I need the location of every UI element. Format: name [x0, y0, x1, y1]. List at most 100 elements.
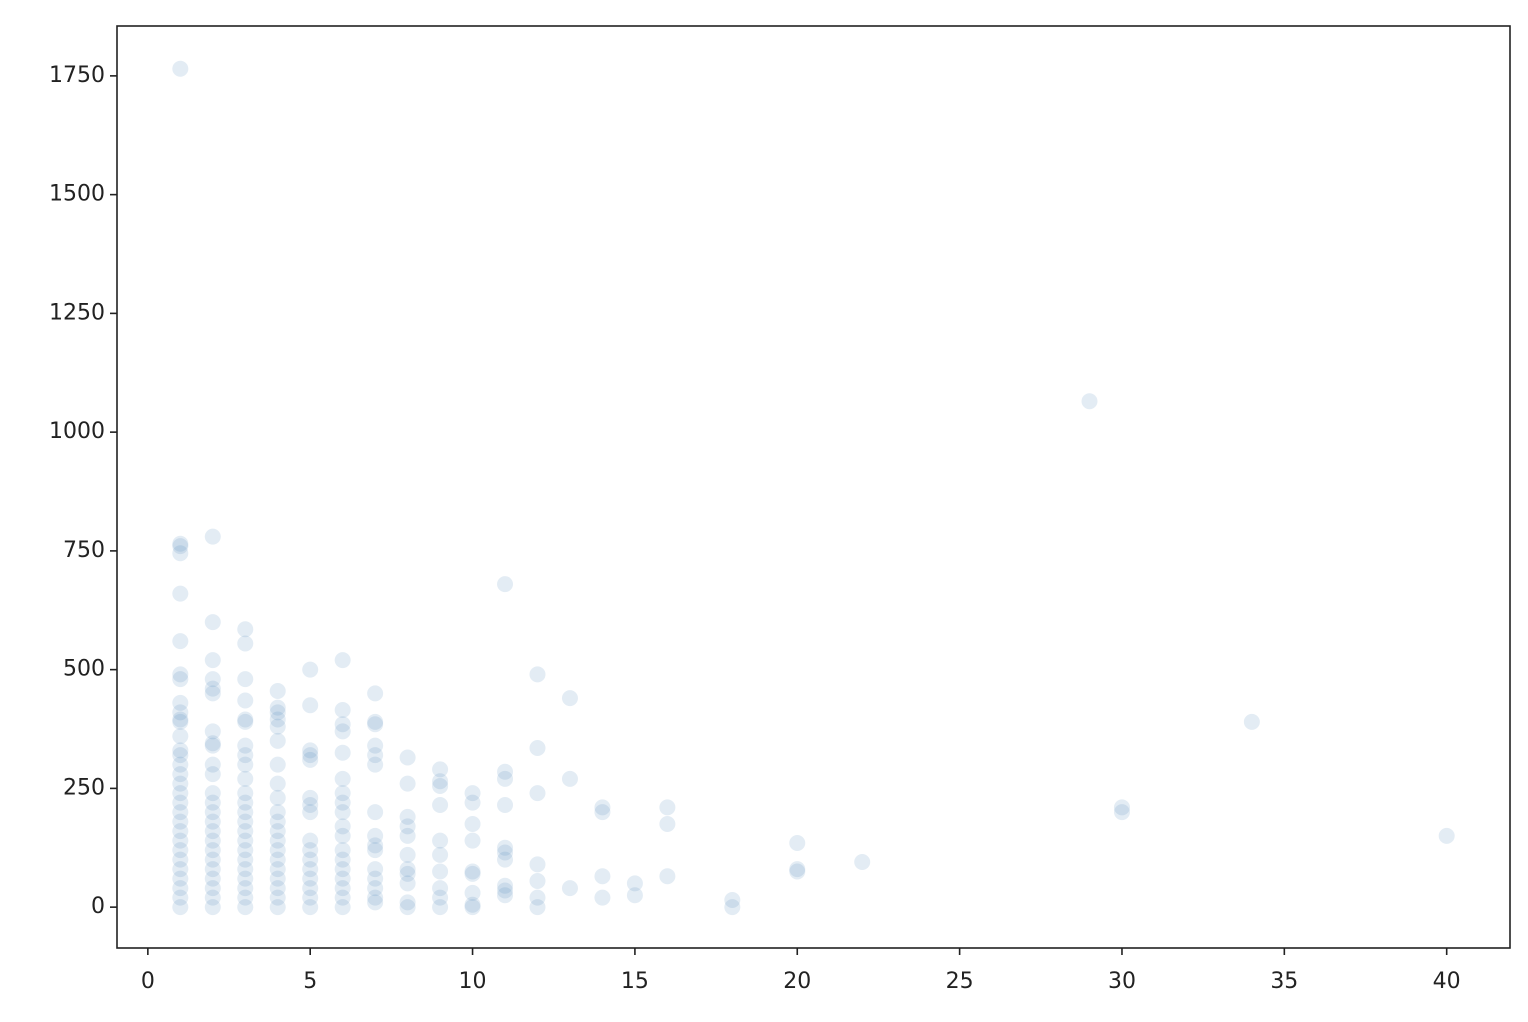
point: [269, 832, 286, 849]
point: [237, 794, 254, 811]
x-tick-label: 0: [141, 969, 155, 994]
point: [334, 785, 351, 802]
point: [302, 742, 319, 759]
y-tick-label: 750: [63, 538, 105, 563]
point: [172, 666, 189, 683]
point: [237, 870, 254, 887]
point: [172, 851, 189, 868]
point: [302, 697, 319, 714]
point: [237, 756, 254, 773]
point: [237, 813, 254, 830]
x-tick-label: 25: [946, 969, 974, 994]
point: [497, 763, 514, 780]
point: [529, 899, 546, 916]
point: [302, 797, 319, 814]
point: [464, 865, 481, 882]
x-tick-label: 40: [1433, 969, 1461, 994]
point: [626, 887, 643, 904]
point: [237, 842, 254, 859]
point: [172, 794, 189, 811]
point: [269, 732, 286, 749]
point: [334, 723, 351, 740]
point: [204, 756, 221, 773]
point: [594, 868, 611, 885]
point: [237, 832, 254, 849]
point: [464, 899, 481, 916]
point: [432, 880, 449, 897]
x-tick-label: 5: [303, 969, 317, 994]
point: [302, 870, 319, 887]
x-tick-label: 10: [459, 969, 487, 994]
point: [302, 880, 319, 897]
point: [497, 887, 514, 904]
x-tick-label: 15: [621, 969, 649, 994]
point: [334, 804, 351, 821]
point: [432, 797, 449, 814]
y-tick-label: 1000: [49, 419, 105, 444]
point: [464, 896, 481, 913]
point: [367, 756, 384, 773]
point: [399, 846, 416, 863]
point: [204, 614, 221, 631]
point: [1438, 827, 1455, 844]
point: [204, 804, 221, 821]
point: [204, 851, 221, 868]
point: [561, 690, 578, 707]
point: [334, 851, 351, 868]
y-tick-label: 1250: [49, 300, 105, 325]
point: [367, 842, 384, 859]
point: [464, 785, 481, 802]
point: [497, 851, 514, 868]
point: [269, 880, 286, 897]
point: [399, 865, 416, 882]
point: [204, 813, 221, 830]
point: [172, 823, 189, 840]
point: [334, 842, 351, 859]
point: [172, 545, 189, 562]
point: [172, 880, 189, 897]
point: [237, 737, 254, 754]
point: [172, 813, 189, 830]
point: [204, 861, 221, 878]
point: [789, 863, 806, 880]
point: [172, 832, 189, 849]
point: [269, 889, 286, 906]
y-tick-label: 1750: [49, 63, 105, 88]
plot-area: [172, 60, 1455, 916]
point: [269, 683, 286, 700]
point: [269, 851, 286, 868]
point: [594, 889, 611, 906]
point: [302, 661, 319, 678]
y-tick-label: 1500: [49, 182, 105, 207]
point: [204, 685, 221, 702]
point: [432, 832, 449, 849]
point: [204, 870, 221, 887]
point: [399, 894, 416, 911]
point: [334, 652, 351, 669]
point: [334, 899, 351, 916]
y-tick-label: 500: [63, 657, 105, 682]
point: [367, 685, 384, 702]
point: [1113, 799, 1130, 816]
point: [172, 861, 189, 878]
point: [172, 711, 189, 728]
point: [172, 633, 189, 650]
point: [172, 60, 189, 77]
point: [172, 728, 189, 745]
point: [399, 827, 416, 844]
point: [172, 766, 189, 783]
point: [497, 797, 514, 814]
point: [334, 716, 351, 733]
point: [724, 899, 741, 916]
point: [302, 832, 319, 849]
point: [237, 635, 254, 652]
axes-frame: [116, 25, 1511, 949]
point: [399, 775, 416, 792]
point: [497, 844, 514, 861]
point: [204, 832, 221, 849]
point: [399, 861, 416, 878]
point: [497, 877, 514, 894]
point: [204, 737, 221, 754]
point: [204, 889, 221, 906]
